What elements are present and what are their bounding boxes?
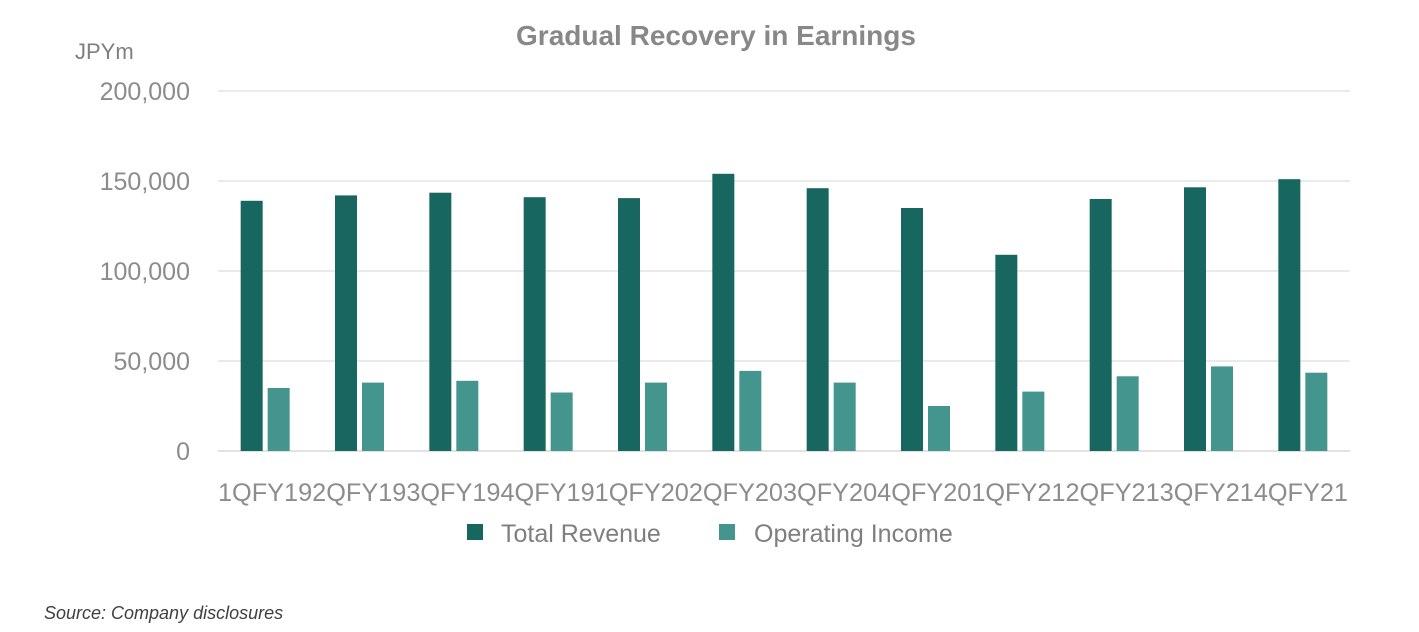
bar-total-revenue bbox=[1278, 179, 1301, 451]
x-tick-labels: 1QFY192QFY193QFY194QFY191QFY202QFY203QFY… bbox=[218, 479, 1348, 507]
legend-label-operating-income: Operating Income bbox=[754, 520, 953, 548]
gridlines bbox=[218, 90, 1350, 452]
bar-total-revenue bbox=[240, 200, 263, 451]
bar-operating-income bbox=[645, 382, 667, 451]
source-note: Source: Company disclosures bbox=[44, 603, 284, 623]
chart-title: Gradual Recovery in Earnings bbox=[516, 20, 916, 51]
bar-operating-income bbox=[928, 406, 950, 451]
bar-operating-income bbox=[1022, 391, 1045, 451]
y-axis-unit: JPYm bbox=[75, 39, 134, 64]
legend-swatch-total-revenue bbox=[467, 524, 483, 540]
bar-operating-income bbox=[550, 392, 573, 451]
y-axis-ticks: 0 50,000 100,000 150,000 200,000 bbox=[100, 78, 190, 466]
y-tick-label: 200,000 bbox=[100, 78, 190, 106]
bar-total-revenue bbox=[1089, 199, 1112, 451]
bar-operating-income bbox=[362, 382, 384, 451]
bar-operating-income bbox=[833, 382, 856, 451]
legend-label-total-revenue: Total Revenue bbox=[501, 520, 661, 548]
bars bbox=[240, 173, 1328, 452]
bar-total-revenue bbox=[901, 208, 923, 451]
bar-operating-income bbox=[1211, 366, 1233, 451]
bar-total-revenue bbox=[712, 173, 735, 452]
bar-total-revenue bbox=[335, 195, 357, 451]
x-axis-ticks: 1QFY192QFY193QFY194QFY191QFY202QFY203QFY… bbox=[218, 479, 1348, 507]
y-tick-label: 50,000 bbox=[114, 348, 190, 376]
legend: Total Revenue Operating Income bbox=[467, 520, 953, 548]
y-tick-label: 100,000 bbox=[100, 258, 190, 286]
bar-total-revenue bbox=[1184, 187, 1206, 452]
bar-operating-income bbox=[1305, 372, 1328, 451]
y-tick-label: 0 bbox=[176, 438, 190, 466]
bar-total-revenue bbox=[995, 254, 1018, 451]
bar-operating-income bbox=[267, 388, 290, 451]
bar-total-revenue bbox=[618, 198, 640, 451]
y-tick-label: 150,000 bbox=[100, 168, 190, 196]
bar-total-revenue bbox=[806, 188, 829, 451]
bar-total-revenue bbox=[429, 192, 452, 451]
bar-operating-income bbox=[1116, 376, 1139, 451]
bar-total-revenue bbox=[523, 197, 546, 451]
bar-operating-income bbox=[456, 380, 479, 451]
bar-operating-income bbox=[739, 370, 762, 451]
legend-swatch-operating-income bbox=[719, 524, 735, 540]
